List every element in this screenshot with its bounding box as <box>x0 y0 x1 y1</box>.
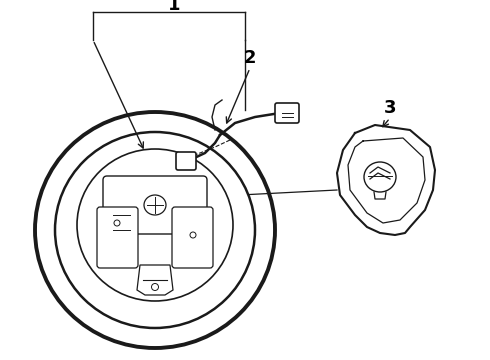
Ellipse shape <box>364 162 396 192</box>
FancyBboxPatch shape <box>103 176 207 234</box>
Text: 3: 3 <box>384 99 396 117</box>
Polygon shape <box>137 265 173 295</box>
Ellipse shape <box>190 232 196 238</box>
FancyBboxPatch shape <box>97 207 138 268</box>
Polygon shape <box>337 125 435 235</box>
FancyBboxPatch shape <box>275 103 299 123</box>
Text: 1: 1 <box>168 0 180 14</box>
Ellipse shape <box>77 149 233 301</box>
FancyBboxPatch shape <box>172 207 213 268</box>
Text: 2: 2 <box>244 49 256 67</box>
Ellipse shape <box>151 284 158 291</box>
Ellipse shape <box>114 220 120 226</box>
FancyBboxPatch shape <box>176 152 196 170</box>
Ellipse shape <box>55 132 255 328</box>
Ellipse shape <box>144 195 166 215</box>
